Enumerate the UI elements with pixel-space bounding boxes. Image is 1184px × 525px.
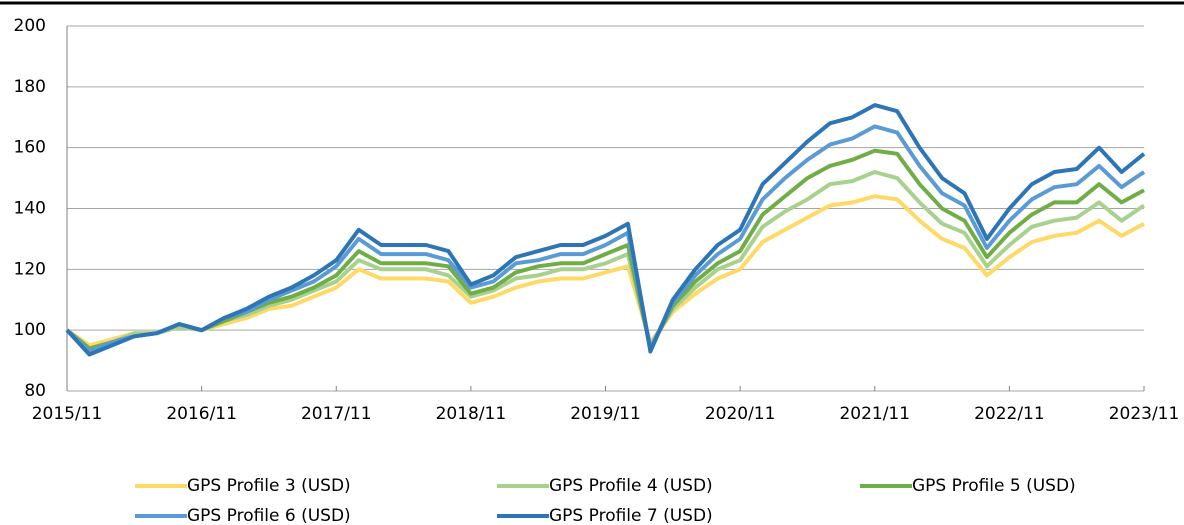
x-tick-label: 2016/11: [166, 404, 237, 424]
x-tick-label: 2023/11: [1109, 404, 1180, 424]
legend-label: GPS Profile 4 (USD): [549, 476, 713, 496]
series-line: [65, 170, 1146, 351]
x-tick-label: 2021/11: [839, 404, 910, 424]
y-tick-label: 120: [14, 259, 46, 279]
y-tick-label: 180: [14, 77, 46, 97]
series-line: [65, 103, 1146, 357]
x-tick-label: 2019/11: [570, 404, 641, 424]
series-line: [65, 194, 1145, 348]
x-tick-label: 2018/11: [436, 404, 507, 424]
legend-label: GPS Profile 5 (USD): [912, 476, 1076, 496]
legend-label: GPS Profile 6 (USD): [187, 506, 351, 525]
legend-label: GPS Profile 7 (USD): [549, 506, 713, 525]
y-tick-label: 140: [14, 199, 46, 219]
y-tick-label: 80: [24, 381, 46, 401]
y-tick-label: 200: [14, 16, 46, 36]
x-tick-label: 2020/11: [705, 404, 776, 424]
y-tick-label: 100: [14, 320, 46, 340]
y-tick-label: 160: [14, 138, 46, 158]
x-tick-label: 2015/11: [32, 404, 103, 424]
x-tick-label: 2017/11: [301, 404, 372, 424]
x-tick-label: 2022/11: [974, 404, 1045, 424]
legend-label: GPS Profile 3 (USD): [187, 476, 351, 496]
series-line: [65, 124, 1146, 354]
